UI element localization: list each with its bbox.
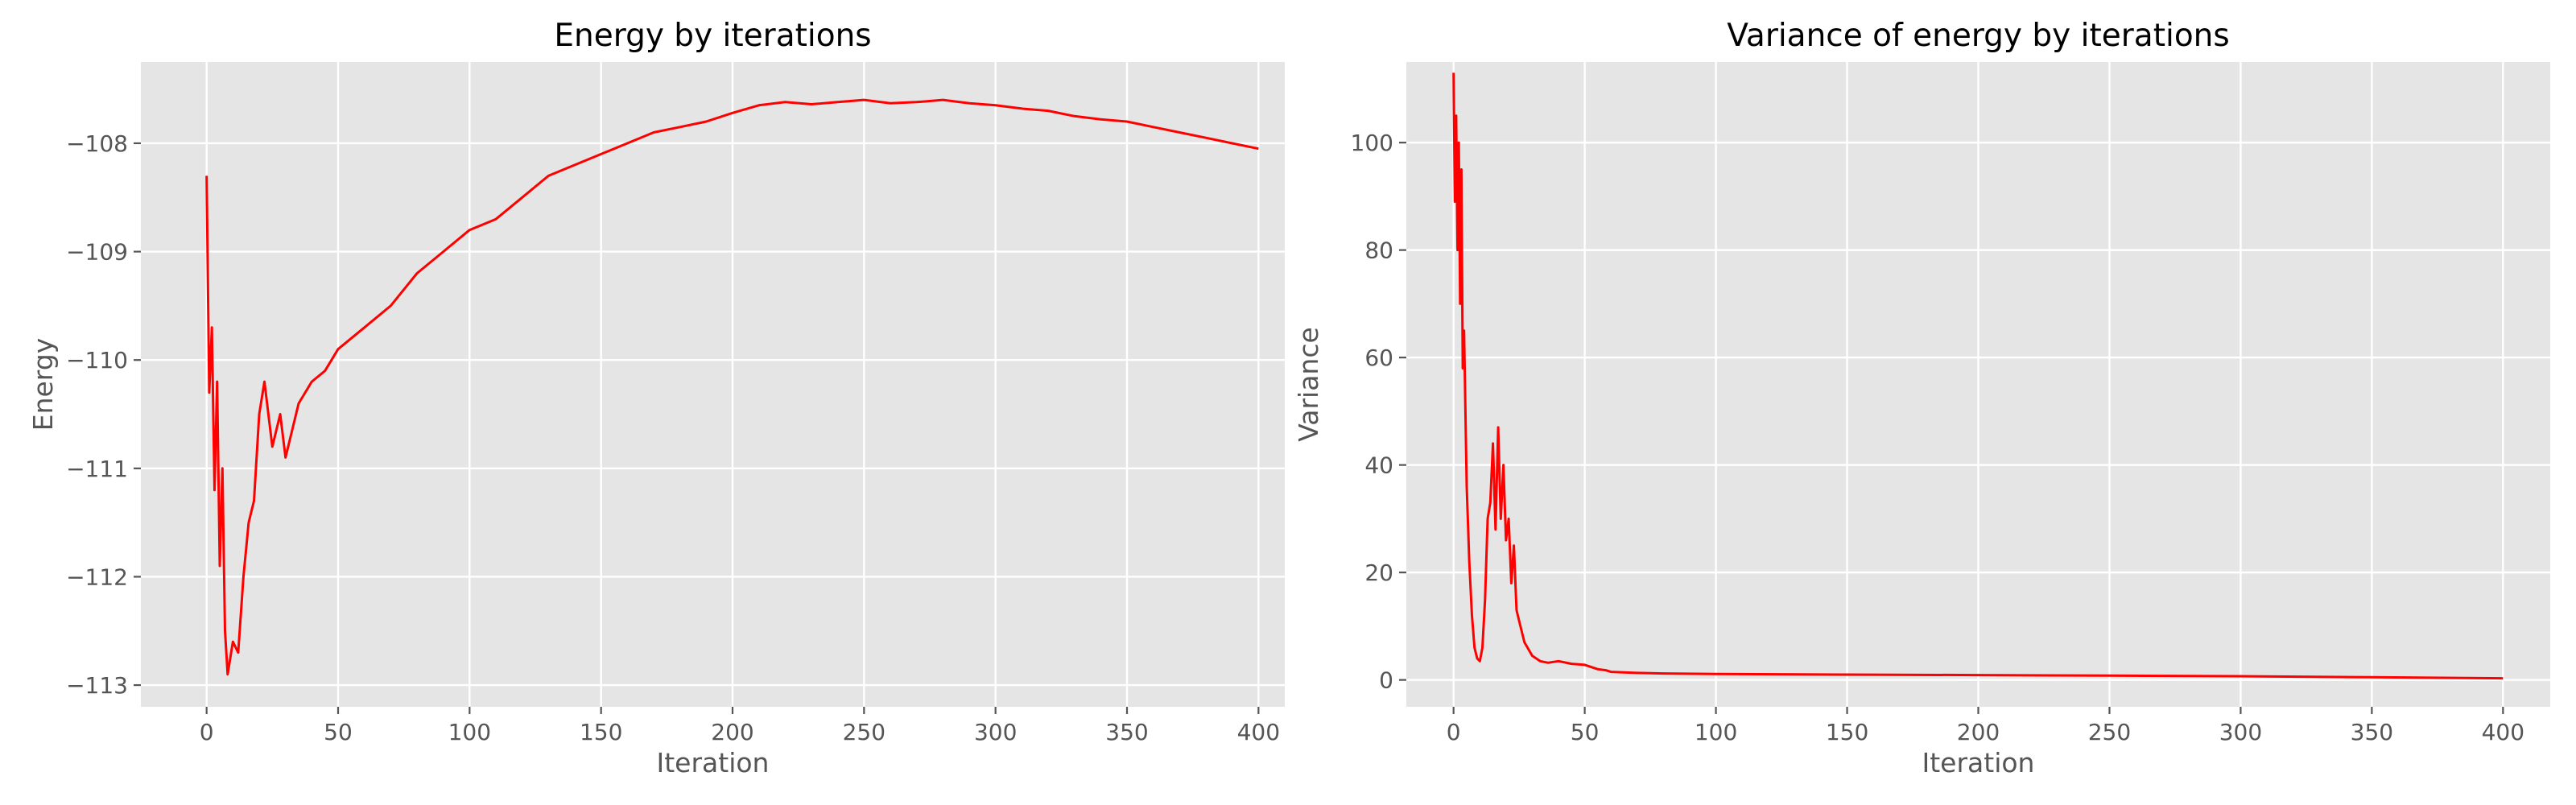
variance-y-tick-label: 0 — [1379, 667, 1393, 694]
energy-series-line — [205, 98, 1259, 676]
variance-series-line — [1452, 72, 2504, 680]
energy-y-axis-label: Energy — [27, 338, 59, 431]
variance-chart-title: Variance of energy by iterations — [1727, 18, 2229, 54]
energy-x-tick-label: 300 — [974, 719, 1017, 745]
variance-y-tick-label: 60 — [1364, 345, 1393, 371]
variance-y-tick-label: 80 — [1364, 237, 1393, 264]
energy-chart: 0 50 100 150 200 250 300 350 400 −113 −112 −111 −110… — [27, 18, 1285, 778]
energy-x-tick-label: 50 — [324, 719, 353, 745]
variance-chart: 0 50 100 150 200 250 300 350 400 0 20 40 60 80 100 Var… — [1293, 18, 2550, 778]
energy-x-tick-label: 350 — [1105, 719, 1148, 745]
energy-y-tick-label: −112 — [66, 564, 128, 590]
energy-x-tick-label: 200 — [711, 719, 753, 745]
variance-x-axis-label: Iteration — [1922, 747, 2035, 778]
variance-x-tick-label: 50 — [1571, 719, 1600, 745]
energy-y-tick-label: −111 — [66, 456, 128, 482]
energy-x-tick-label: 400 — [1237, 719, 1280, 745]
variance-y-axis-label: Variance — [1293, 327, 1324, 442]
variance-x-tick-label: 150 — [1826, 719, 1868, 745]
energy-plot-area — [141, 62, 1285, 707]
variance-y-tick-label: 100 — [1351, 130, 1393, 156]
variance-y-tick-label: 40 — [1364, 452, 1393, 479]
variance-x-tick-label: 250 — [2088, 719, 2131, 745]
energy-x-tick-label: 250 — [843, 719, 886, 745]
energy-chart-title: Energy by iterations — [554, 18, 871, 54]
energy-y-tick-label: −113 — [66, 672, 128, 699]
energy-x-tick-label: 0 — [200, 719, 214, 745]
energy-x-axis-label: Iteration — [657, 747, 770, 778]
variance-x-tick-label: 200 — [1957, 719, 2000, 745]
variance-y-tick-label: 20 — [1364, 559, 1393, 586]
energy-y-tick-label: −109 — [66, 239, 128, 266]
energy-x-tick-label: 150 — [580, 719, 622, 745]
variance-x-tick-label: 0 — [1447, 719, 1461, 745]
variance-x-tick-label: 400 — [2482, 719, 2524, 745]
variance-x-tick-label: 300 — [2219, 719, 2262, 745]
energy-y-tick-label: −110 — [66, 347, 128, 374]
energy-y-tick-label: −108 — [66, 130, 128, 157]
variance-x-tick-label: 350 — [2351, 719, 2393, 745]
variance-x-tick-label: 100 — [1695, 719, 1737, 745]
energy-x-tick-label: 100 — [448, 719, 491, 745]
